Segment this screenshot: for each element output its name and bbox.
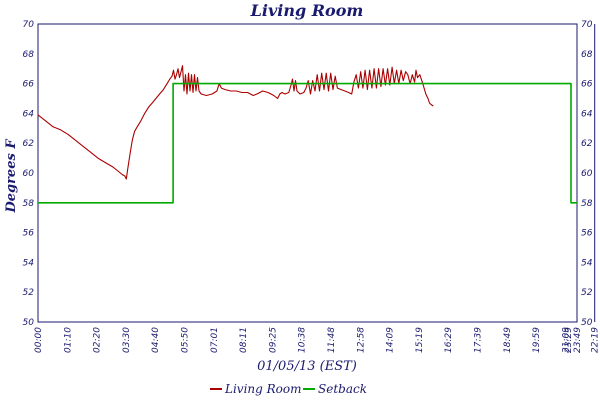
x-tick-label: 17:39 [474, 327, 484, 353]
x-tick-label: 10:38 [298, 327, 308, 353]
x-axis-label: 01/05/13 (EST) [257, 359, 357, 374]
x-tick-label: 12:58 [356, 327, 366, 353]
y-tick-label-right: 64 [581, 109, 593, 119]
x-tick-label: 19:59 [532, 327, 542, 353]
y-tick-label-right: 62 [581, 139, 593, 149]
x-tick-label: 05:50 [181, 327, 191, 353]
plot-area [37, 23, 578, 323]
x-tick-label: 08:11 [239, 327, 249, 353]
y-tick-label-right: 68 [581, 50, 593, 60]
y-tick-label-left: 54 [23, 258, 35, 268]
y-tick-label-left: 70 [23, 20, 35, 30]
x-tick-label: 14:09 [386, 327, 396, 353]
x-tick-label: 07:01 [210, 327, 220, 353]
y-tick-label-right: 60 [581, 169, 593, 179]
y-tick-label-left: 66 [23, 80, 35, 90]
legend: Living Room Setback [210, 382, 367, 396]
x-tick-label: 00:00 [34, 327, 44, 353]
x-tick-label: 21:09 [561, 327, 571, 353]
y-axis-right-ticks: 50 52 54 56 58 60 62 64 66 68 70 [581, 20, 593, 328]
y-axis-left-ticks: 50 52 54 56 58 60 62 64 66 68 70 [23, 20, 35, 328]
x-tick-label: 23:29 [564, 327, 574, 353]
x-tick-label: 16:29 [444, 327, 454, 353]
legend-label: Setback [318, 382, 367, 396]
x-axis-ticks: 00:00 01:10 02:20 03:30 04:40 05:50 07:01 08:11… [34, 327, 600, 353]
y-tick-label-right: 50 [581, 318, 593, 328]
y-tick-label-right: 52 [581, 288, 593, 298]
y-tick-label-right: 56 [581, 229, 593, 239]
y-tick-label-right: 58 [581, 199, 593, 209]
chart-title: Living Room [250, 1, 364, 20]
legend-label: Living Room [224, 382, 302, 396]
series-line-living-room [37, 65, 434, 180]
x-tick-label: 11:48 [327, 327, 337, 353]
y-tick-label-right: 66 [581, 80, 593, 90]
x-tick-label: 18:49 [503, 327, 513, 353]
x-tick-label: 15:19 [415, 327, 425, 353]
x-tick-label: 22:19 [591, 327, 600, 353]
y-tick-label-left: 64 [23, 109, 35, 119]
y-tick-label-right: 54 [581, 258, 593, 268]
x-tick-label: 02:20 [93, 327, 103, 353]
y-tick-label-left: 60 [23, 169, 35, 179]
y-tick-label-left: 68 [23, 50, 35, 60]
y-tick-label-right: 70 [581, 20, 593, 30]
y-tick-label-left: 62 [23, 139, 35, 149]
y-tick-label-left: 50 [23, 318, 35, 328]
x-tick-label: 03:30 [122, 327, 132, 353]
x-tick-label: 23:49 [573, 327, 583, 353]
y-tick-label-left: 58 [23, 199, 35, 209]
series-group [37, 65, 577, 204]
y-axis-label: Degrees F [4, 139, 19, 214]
plot-frame [37, 23, 578, 323]
x-tick-label: 09:25 [268, 327, 278, 353]
series-line-setback [38, 82, 577, 204]
x-tick-label: 01:10 [63, 327, 73, 353]
x-tick-label: 04:40 [151, 327, 161, 353]
y-tick-label-left: 56 [23, 229, 35, 239]
y-tick-label-left: 52 [23, 288, 35, 298]
